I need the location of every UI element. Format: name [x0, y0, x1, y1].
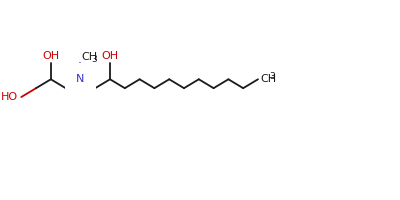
Text: 3: 3 — [91, 55, 97, 64]
Text: OH: OH — [102, 51, 118, 61]
Text: CH: CH — [81, 52, 98, 62]
Text: CH: CH — [260, 74, 276, 84]
Text: 3: 3 — [269, 72, 275, 81]
Text: N: N — [76, 74, 85, 84]
Text: OH: OH — [42, 51, 60, 61]
Text: HO: HO — [1, 92, 18, 102]
